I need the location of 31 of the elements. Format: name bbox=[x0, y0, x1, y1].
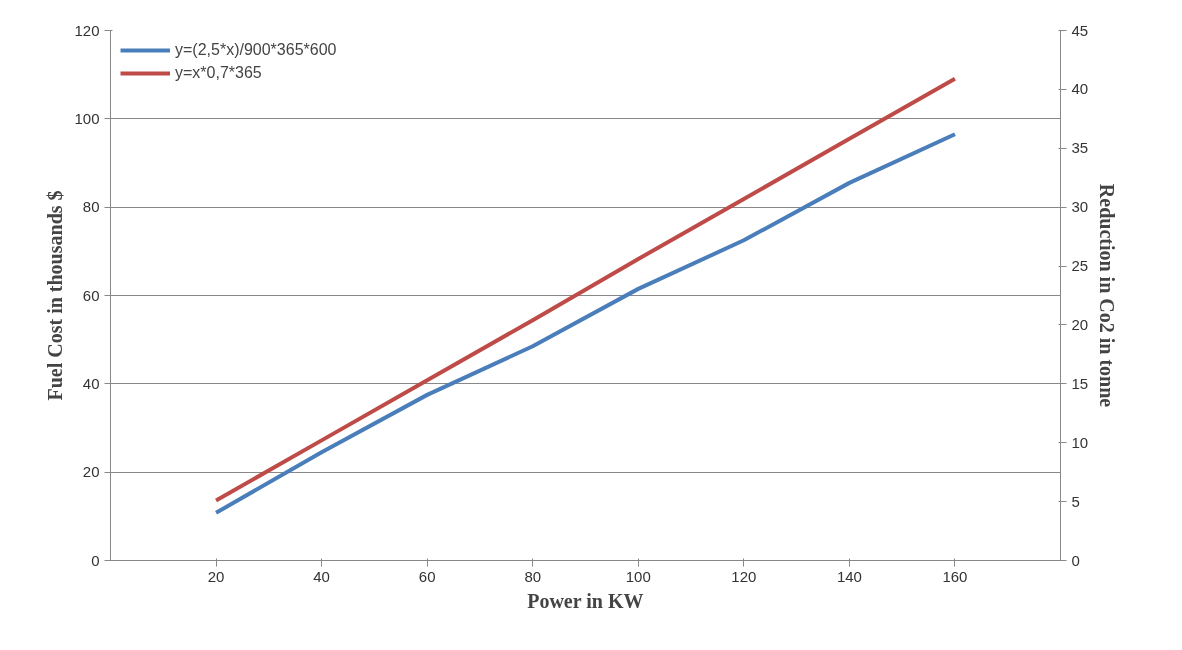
x-tick-label: 100 bbox=[625, 567, 651, 585]
y-tick-label: 20 bbox=[82, 463, 100, 481]
y2-tick-label: 40 bbox=[1071, 80, 1089, 98]
y2-tick-label: 5 bbox=[1071, 492, 1080, 510]
x-tick-label: 140 bbox=[836, 567, 862, 585]
y-tick-label: 60 bbox=[82, 286, 100, 304]
x-tick-label: 60 bbox=[418, 567, 436, 585]
line-series bbox=[214, 132, 957, 515]
x-axis-title: Power in KW bbox=[527, 589, 644, 612]
y2-tick-label: 15 bbox=[1071, 374, 1089, 392]
legend-label: y=(2,5*x)/900*365*600 bbox=[175, 41, 337, 59]
y2-tick-label: 0 bbox=[1071, 551, 1080, 569]
y-tick-label: 80 bbox=[82, 198, 100, 216]
x-tick-label: 160 bbox=[942, 567, 968, 585]
y-tick-label: 40 bbox=[82, 374, 100, 392]
x-tick-label: 80 bbox=[524, 567, 542, 585]
y2-tick-label: 30 bbox=[1071, 198, 1089, 216]
y-tick-label: 0 bbox=[91, 551, 100, 569]
y2-tick-label: 10 bbox=[1071, 433, 1089, 451]
x-tick-label: 120 bbox=[731, 567, 757, 585]
y-axis-title: Fuel Cost in thousands $ bbox=[44, 190, 67, 401]
y2-tick-label: 20 bbox=[1071, 315, 1089, 333]
x-tick-label: 40 bbox=[313, 567, 330, 585]
y-tick-label: 120 bbox=[74, 21, 100, 39]
y2-tick-label: 35 bbox=[1071, 139, 1089, 157]
legend-label: y=x*0,7*365 bbox=[175, 64, 262, 82]
y-tick-label: 100 bbox=[74, 109, 100, 127]
y2-axis-title: Reduction in Co2 in tonne bbox=[1096, 183, 1119, 408]
x-tick-label: 20 bbox=[207, 567, 225, 585]
y2-tick-label: 45 bbox=[1071, 21, 1089, 39]
y2-tick-label: 25 bbox=[1071, 257, 1089, 275]
